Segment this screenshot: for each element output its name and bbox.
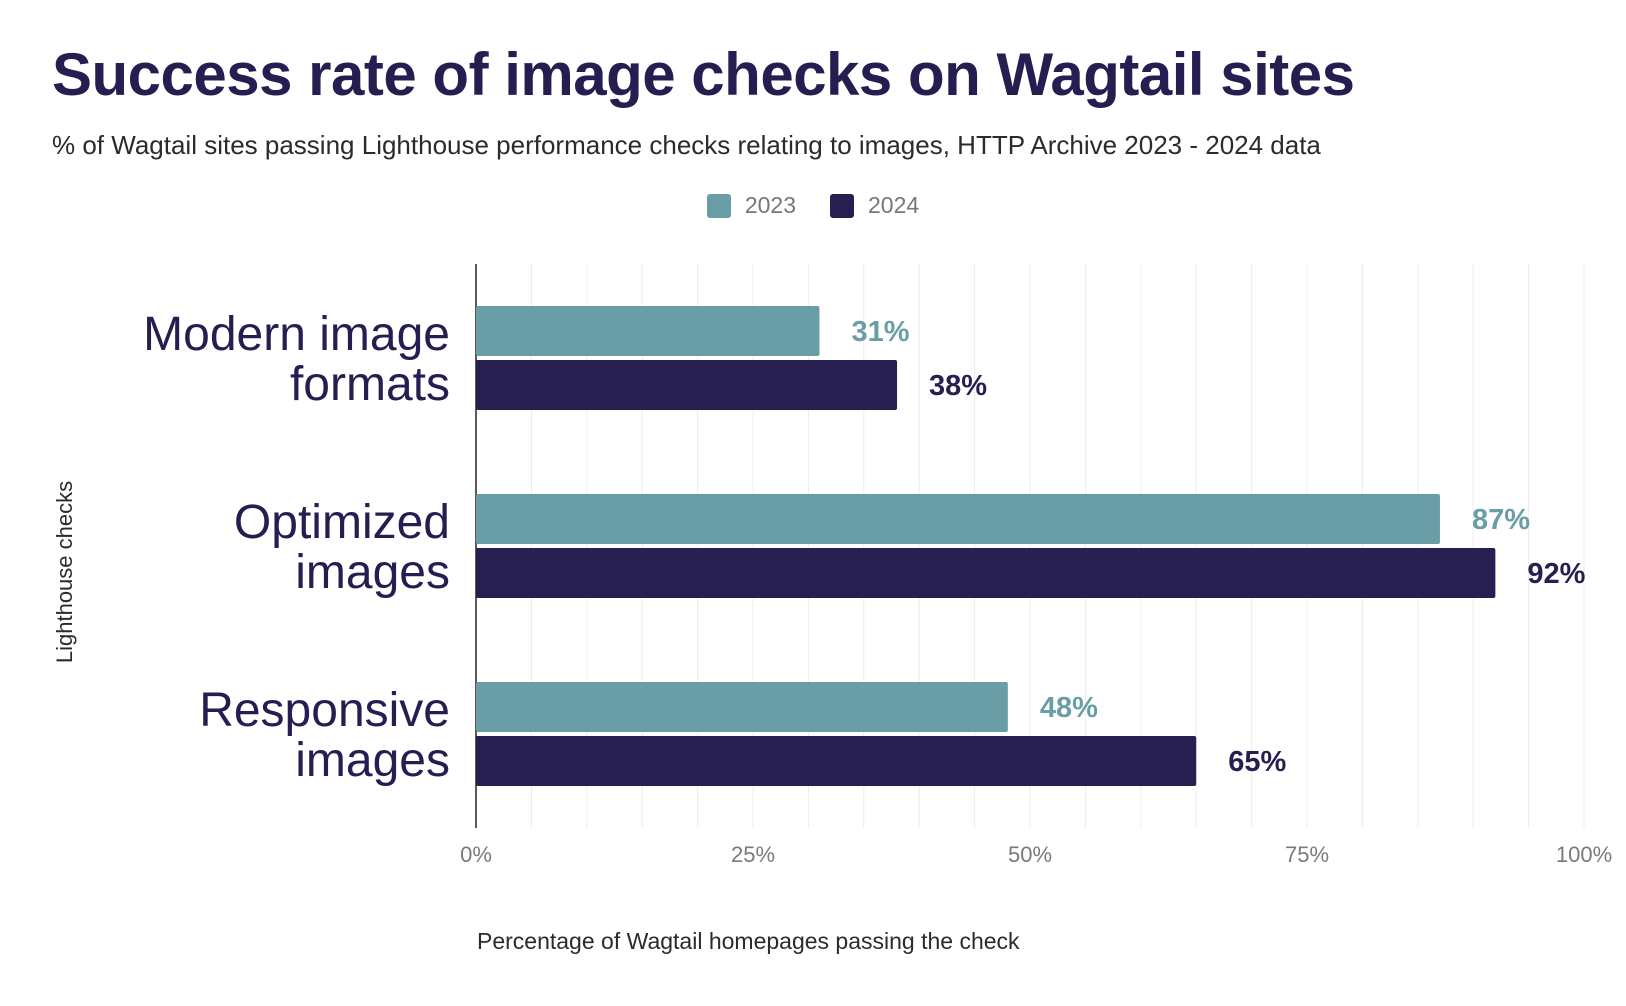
x-tick-label: 0% <box>460 842 492 867</box>
y-tick-label-line: images <box>295 546 450 599</box>
bar-2023 <box>476 306 820 356</box>
bar-2024 <box>476 548 1496 598</box>
data-label-2023: 87% <box>1472 504 1530 536</box>
x-tick-label: 75% <box>1285 842 1329 867</box>
data-label-2023: 48% <box>1040 692 1098 724</box>
legend-label-2023: 2023 <box>744 192 796 218</box>
y-tick-label: Responsive images <box>199 684 450 787</box>
legend-swatch-2023 <box>706 193 731 218</box>
bar-2024 <box>476 736 1197 786</box>
y-tick-label-line: images <box>295 734 450 787</box>
y-tick-label-line: Optimized <box>234 496 450 549</box>
y-tick-label: Optimized images <box>234 496 450 599</box>
bar-2023 <box>476 494 1440 544</box>
bar-2023 <box>476 682 1008 732</box>
legend-swatch-2024 <box>830 193 854 218</box>
legend-item-2023: 2023 <box>706 192 796 219</box>
x-tick-label: 100% <box>1556 842 1612 867</box>
x-tick-label: 25% <box>731 842 775 867</box>
legend: 2023 2024 <box>0 192 1626 219</box>
data-label-2024: 38% <box>929 370 987 402</box>
legend-item-2024: 2024 <box>830 192 919 219</box>
y-tick-label-line: Responsive <box>199 684 450 737</box>
y-axis-title: Lighthouse checks <box>52 480 77 664</box>
data-label-2023: 31% <box>851 316 909 348</box>
y-tick-label-line: Modern image <box>143 308 450 361</box>
y-tick-label: Modern image formats <box>143 308 450 411</box>
data-label-2024: 92% <box>1527 558 1585 590</box>
chart-subtitle: % of Wagtail sites passing Lighthouse pe… <box>52 130 1321 160</box>
legend-label-2024: 2024 <box>868 192 920 218</box>
y-tick-label-line: formats <box>290 358 450 411</box>
chart-title: Success rate of image checks on Wagtail … <box>52 41 1355 108</box>
data-label-2024: 65% <box>1228 746 1286 778</box>
bar-2024 <box>476 360 898 410</box>
x-tick-label: 50% <box>1008 842 1052 867</box>
x-axis-title: Percentage of Wagtail homepages passing … <box>477 928 1020 954</box>
